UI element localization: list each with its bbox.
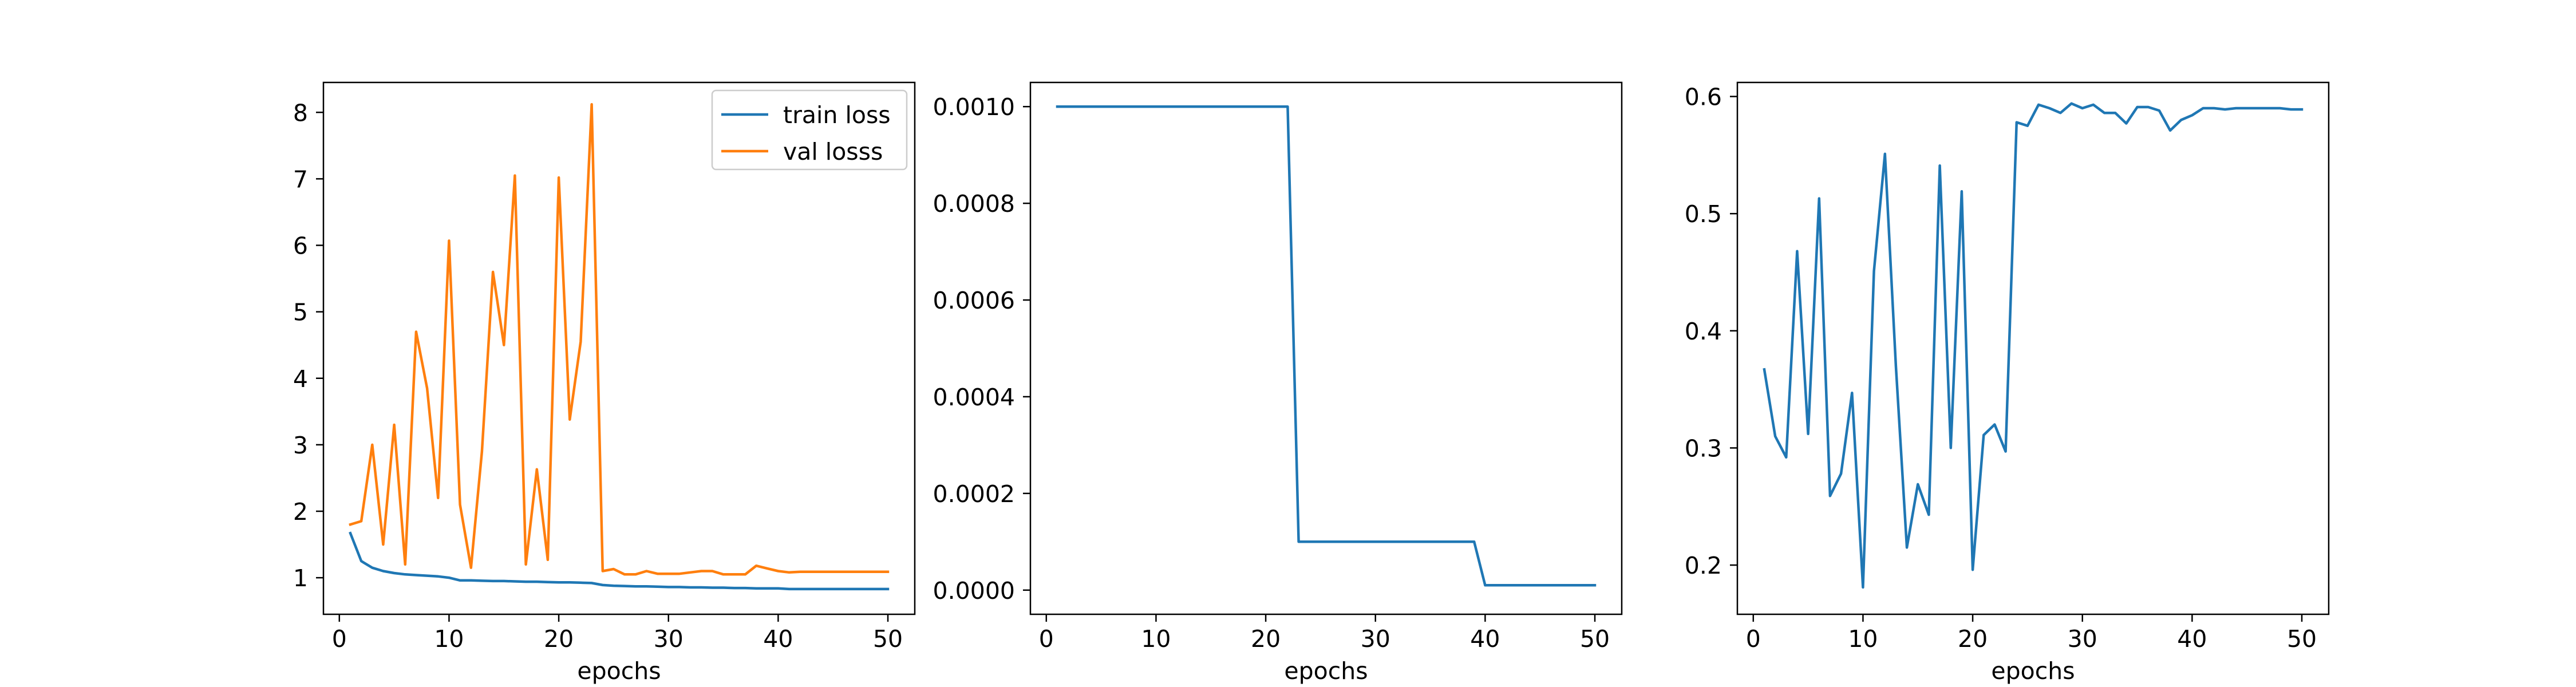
loss-y-tick-label: 1 (293, 564, 308, 592)
lr-y-tick-label: 0.0006 (933, 287, 1015, 314)
loss-x-tick-label: 0 (332, 625, 347, 653)
lr-x-tick-label: 20 (1251, 625, 1281, 653)
lr-y-tick-label: 0.0004 (933, 384, 1015, 411)
loss-x-tick-label: 40 (763, 625, 793, 653)
loss-y-tick-label: 4 (293, 365, 308, 393)
lr-series-line-0 (1056, 105, 1597, 587)
lr-y-tick-label: 0.0008 (933, 190, 1015, 218)
metric-series-line-0 (1763, 102, 2304, 589)
loss-legend-label: val losss (783, 138, 883, 165)
metric-y-tick-label: 0.3 (1685, 435, 1722, 462)
loss-x-tick-label: 50 (873, 625, 903, 653)
metric-x-tick-label: 20 (1958, 625, 1988, 653)
metric-y-tick-label: 0.2 (1685, 552, 1722, 579)
metric-axes-frame (1736, 81, 2330, 615)
loss-y-tick-label: 6 (293, 232, 308, 260)
lr-x-tick-label: 10 (1141, 625, 1171, 653)
loss-series-line-1 (349, 103, 890, 576)
loss-chart-panel: 0 10 20 30 40 50 1 2 3 4 5 6 7 8 epochs train loss va… (293, 81, 916, 685)
metric-plot-area (1763, 102, 2304, 589)
loss-axes-border (322, 81, 916, 615)
loss-y-tick-label: 5 (293, 299, 308, 326)
loss-legend-box (711, 89, 908, 171)
loss-plot-area (349, 103, 890, 591)
lr-axes-border (1029, 81, 1623, 615)
lr-x-axis-label: epochs (1284, 657, 1368, 685)
metric-axes-border (1736, 81, 2330, 615)
metric-x-axis-label: epochs (1991, 657, 2075, 685)
lr-y-tick-label: 0.0002 (933, 480, 1015, 508)
loss-legend: train loss val losss (711, 89, 908, 171)
metric-x-tick-label: 0 (1746, 625, 1761, 653)
lr-axes-frame (1029, 81, 1623, 615)
loss-legend-label: train loss (783, 101, 891, 129)
metric-y-axis-ticks: 0.2 0.3 0.4 0.5 0.6 (1685, 84, 1737, 579)
lr-x-tick-label: 0 (1039, 625, 1054, 653)
lr-plot-area (1056, 105, 1597, 587)
metric-x-tick-label: 50 (2287, 625, 2317, 653)
lr-x-tick-label: 40 (1470, 625, 1500, 653)
loss-x-tick-label: 20 (544, 625, 574, 653)
metric-chart-panel: 0 10 20 30 40 50 0.2 0.3 0.4 0.5 0.6 epochs (1685, 81, 2330, 685)
loss-x-axis-ticks: 0 10 20 30 40 50 (332, 614, 903, 653)
loss-series-line-0 (349, 531, 890, 591)
loss-x-tick-label: 30 (654, 625, 683, 653)
lr-x-tick-label: 50 (1580, 625, 1610, 653)
lr-y-axis-ticks: 0.0000 0.0002 0.0004 0.0006 0.0008 0.0010 (933, 93, 1030, 605)
loss-y-axis-ticks: 1 2 3 4 5 6 7 8 (293, 99, 323, 592)
loss-axes-frame (322, 81, 916, 615)
lr-x-tick-label: 30 (1361, 625, 1390, 653)
metric-x-tick-label: 30 (2068, 625, 2097, 653)
metric-y-tick-label: 0.5 (1685, 200, 1722, 228)
metric-x-tick-label: 40 (2177, 625, 2207, 653)
loss-y-tick-label: 2 (293, 498, 308, 526)
loss-x-tick-label: 10 (434, 625, 464, 653)
lr-y-tick-label: 0.0010 (933, 93, 1015, 121)
loss-y-tick-label: 3 (293, 432, 308, 459)
loss-x-axis-label: epochs (577, 657, 661, 685)
loss-y-tick-label: 7 (293, 165, 308, 193)
lr-x-axis-ticks: 0 10 20 30 40 50 (1039, 614, 1610, 653)
metric-y-tick-label: 0.4 (1685, 318, 1722, 345)
lr-chart-panel: 0 10 20 30 40 50 0.00000.00020.00040.00060.00… (933, 81, 1623, 685)
metric-x-tick-label: 10 (1848, 625, 1878, 653)
loss-y-tick-label: 8 (293, 99, 308, 127)
lr-y-tick-label: 0.0000 (933, 577, 1015, 605)
metric-x-axis-ticks: 0 10 20 30 40 50 (1746, 614, 2317, 653)
metric-y-tick-label: 0.6 (1685, 84, 1722, 111)
